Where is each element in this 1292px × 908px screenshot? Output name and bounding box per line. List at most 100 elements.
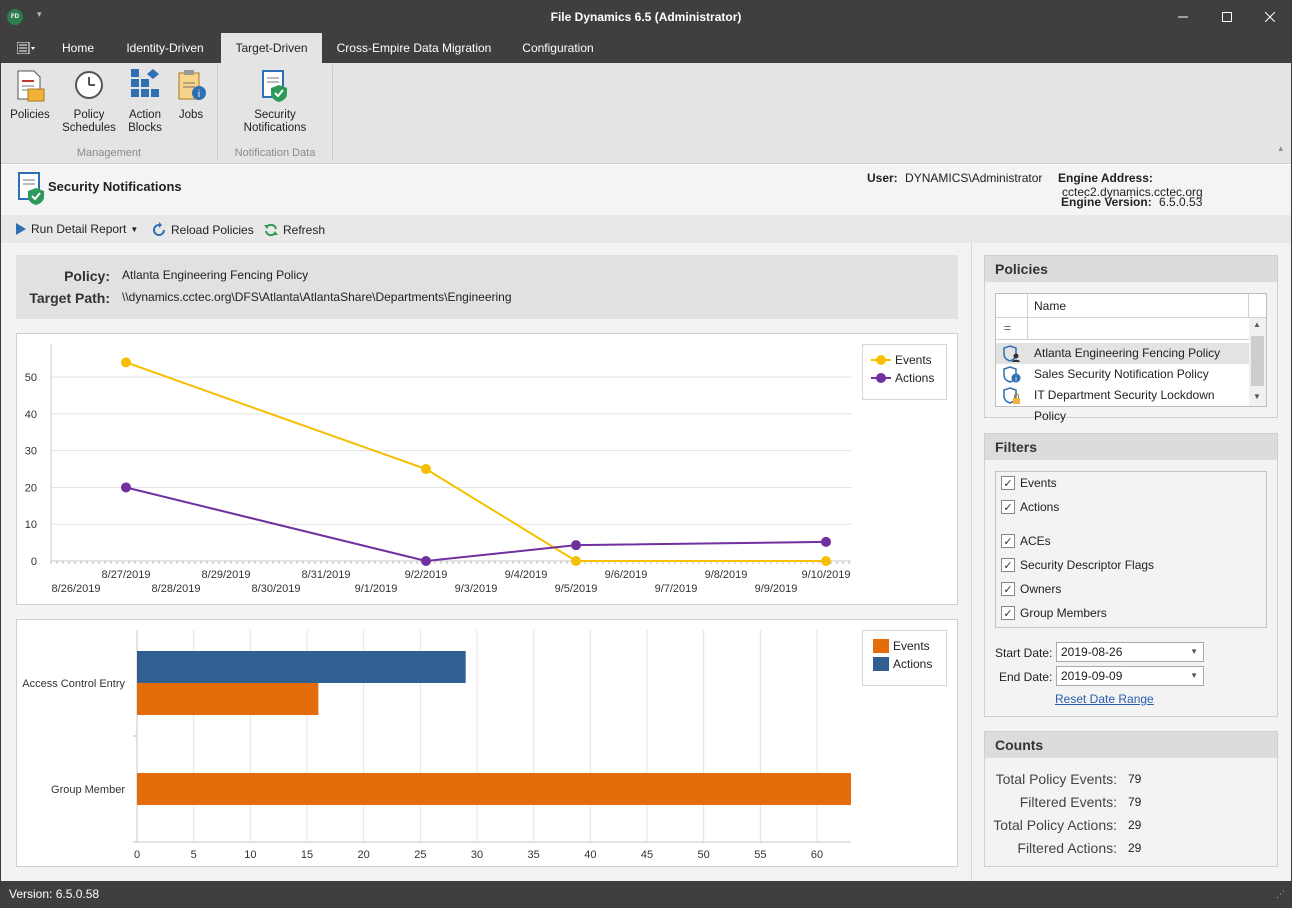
tab-configuration[interactable]: Configuration (522, 41, 594, 55)
filter-label: Group Members (1020, 606, 1107, 620)
maximize-button[interactable] (1205, 1, 1249, 33)
scroll-down-icon[interactable]: ▼ (1253, 392, 1261, 401)
bar-events (137, 773, 851, 805)
security-notification-icon (262, 70, 287, 102)
ribbon-separator (217, 65, 218, 161)
resize-grip-icon[interactable]: ⋰ (1276, 889, 1285, 899)
x-tick-label: 8/26/2019 (52, 583, 101, 595)
series-line-actions (125, 486, 827, 563)
policies-button[interactable]: Policies (7, 69, 53, 122)
legend-marker-events (871, 355, 891, 365)
target-path-label: Target Path: (29, 290, 110, 306)
scroll-thumb[interactable] (1251, 336, 1264, 386)
refresh-button[interactable]: Refresh (263, 222, 325, 238)
x-tick-label: 50 (698, 849, 710, 861)
reset-date-range-link[interactable]: Reset Date Range (1055, 692, 1154, 706)
grid-header: Name (996, 294, 1266, 318)
filter-label: Security Descriptor Flags (1020, 558, 1155, 572)
shield-user-icon (1003, 345, 1020, 362)
x-tick-label: 9/3/2019 (455, 583, 498, 595)
engine-address-label: Engine Address: (1058, 171, 1153, 185)
filters-panel-title: Filters (985, 434, 1277, 460)
data-point-events (121, 357, 131, 368)
file-menu-button[interactable] (7, 33, 37, 63)
policy-row[interactable]: Atlanta Engineering Fencing Policy (996, 343, 1249, 364)
tab-target-driven[interactable]: Target-Driven (221, 33, 322, 63)
filter-label: Actions (1020, 500, 1060, 514)
tab-home[interactable]: Home (61, 41, 94, 55)
main-content: Policy: Atlanta Engineering Fencing Poli… (1, 243, 971, 881)
column-header-name[interactable]: Name (1034, 299, 1067, 313)
engine-address-value: cctec2.dynamics.cctec.org (1062, 185, 1203, 199)
x-tick-label: 5 (191, 849, 197, 861)
data-point-actions (421, 556, 431, 566)
policy-row[interactable]: i Sales Security Notification Policy (996, 364, 1249, 385)
chevron-down-icon: ▼ (1190, 671, 1198, 680)
filter-group-members-checkbox[interactable]: ✓ Group Members (1001, 606, 1107, 620)
x-tick-label: 55 (754, 849, 766, 861)
toolbar: Run Detail Report ▼ Reload Policies Refr… (1, 215, 1291, 243)
count-value: 79 (1128, 795, 1142, 809)
checkbox-checked-icon: ✓ (1001, 582, 1015, 596)
policy-schedules-button[interactable]: Policy Schedules (59, 69, 119, 135)
clock-icon (75, 71, 103, 99)
reload-policies-label: Reload Policies (171, 223, 254, 237)
start-date-picker[interactable]: 2019-08-26 ▼ (1056, 642, 1204, 662)
tab-identity-driven[interactable]: Identity-Driven (126, 41, 204, 55)
jobs-icon: i (178, 70, 206, 100)
filter-aces-checkbox[interactable]: ✓ ACEs (1001, 534, 1051, 548)
refresh-icon (264, 223, 278, 237)
tab-cross-empire-data-migration[interactable]: Cross-Empire Data Migration (336, 41, 492, 55)
data-point-events (421, 464, 431, 475)
security-notifications-button[interactable]: Security Notifications (235, 69, 315, 135)
svg-text:i: i (198, 89, 200, 100)
title-bar: FD ▾ File Dynamics 6.5 (Administrator) (1, 1, 1291, 33)
policy-row[interactable]: IT Department Security Lockdown Policy (996, 385, 1249, 423)
file-menu-icon (17, 42, 35, 54)
filter-actions-checkbox[interactable]: ✓ Actions (1001, 500, 1059, 514)
filter-security-descriptor-flags-checkbox[interactable]: ✓ Security Descriptor Flags (1001, 558, 1154, 572)
reload-policies-button[interactable]: Reload Policies (151, 222, 254, 238)
count-label: Total Policy Actions: (993, 817, 1117, 833)
filter-events-checkbox[interactable]: ✓ Events (1001, 476, 1057, 490)
minimize-button[interactable] (1161, 1, 1205, 33)
policy-name: Atlanta Engineering Fencing Policy (1034, 346, 1221, 360)
line-chart: 010203040508/26/20198/27/20198/28/20198/… (25, 344, 851, 595)
policies-scrollbar[interactable]: ▲ ▼ (1249, 318, 1266, 406)
action-blocks-button[interactable]: Action Blocks (121, 69, 169, 135)
chevron-down-icon: ▼ (1190, 647, 1198, 656)
policies-panel-title: Policies (985, 256, 1277, 282)
page-header: Security Notifications User: DYNAMICS\Ad… (1, 165, 1291, 215)
x-tick-label: 8/30/2019 (252, 583, 301, 595)
policies-grid: Name = Atlanta Engineering Fencing Polic… (995, 293, 1267, 423)
data-point-actions (121, 482, 131, 493)
blocks-icon (131, 69, 159, 97)
scroll-up-icon[interactable]: ▲ (1253, 320, 1261, 329)
filter-row[interactable]: = (996, 318, 1249, 340)
filter-owners-checkbox[interactable]: ✓ Owners (1001, 582, 1061, 596)
checkbox-checked-icon: ✓ (1001, 606, 1015, 620)
security-notification-icon (18, 172, 44, 205)
close-button[interactable] (1248, 1, 1291, 33)
jobs-button[interactable]: i Jobs (171, 69, 211, 122)
y-category-label: Group Member (51, 784, 125, 796)
end-date-picker[interactable]: 2019-09-09 ▼ (1056, 666, 1204, 686)
filter-label: ACEs (1020, 534, 1051, 548)
policy-value: Atlanta Engineering Fencing Policy (122, 268, 309, 282)
checkbox-checked-icon: ✓ (1001, 476, 1015, 490)
engine-address: Engine Address: cctec2.dynamics.cctec.or… (1058, 171, 1291, 199)
run-detail-report-label: Run Detail Report (31, 222, 127, 236)
x-tick-label: 9/7/2019 (655, 583, 698, 595)
run-detail-report-button[interactable]: Run Detail Report ▼ (15, 222, 138, 236)
x-tick-label: 9/4/2019 (505, 569, 548, 581)
policies-label: Policies (10, 109, 50, 121)
count-value: 79 (1128, 772, 1142, 786)
count-label: Filtered Events: (1019, 794, 1117, 810)
line-chart-legend: Events Actions (862, 344, 947, 400)
quick-access-dropdown-icon[interactable]: ▾ (37, 9, 42, 19)
window-title: File Dynamics 6.5 (Administrator) (550, 10, 742, 24)
counts-panel: Counts Total Policy Events: 79 Filtered … (984, 731, 1278, 867)
policy-summary: Policy: Atlanta Engineering Fencing Poli… (16, 255, 958, 319)
ribbon-collapse-icon[interactable]: ▴ (1278, 143, 1283, 153)
